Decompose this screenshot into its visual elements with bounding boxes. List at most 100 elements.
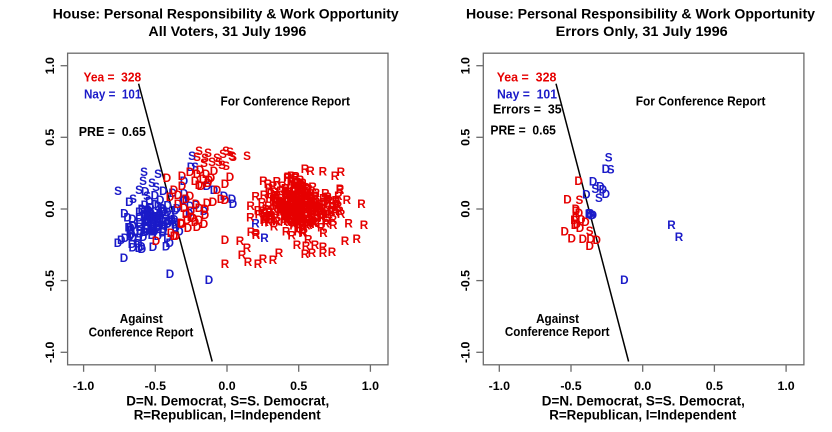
svg-text:R: R: [357, 198, 366, 211]
svg-text:R: R: [288, 193, 297, 206]
svg-text:For Conference Report: For Conference Report: [221, 94, 351, 109]
svg-text:R: R: [298, 184, 307, 197]
svg-text:D: D: [127, 228, 135, 241]
svg-text:R: R: [306, 165, 315, 178]
svg-text:D: D: [154, 216, 162, 229]
svg-text:0.5: 0.5: [459, 129, 473, 146]
svg-text:D: D: [210, 165, 218, 178]
svg-text:R: R: [282, 204, 291, 217]
svg-text:D: D: [125, 196, 133, 209]
svg-text:R: R: [270, 190, 279, 203]
svg-text:D: D: [144, 204, 152, 217]
svg-text:R: R: [296, 174, 305, 187]
svg-text:D: D: [576, 222, 584, 235]
svg-text:D: D: [171, 216, 179, 229]
svg-text:R: R: [298, 206, 307, 219]
svg-text:R: R: [335, 205, 344, 218]
svg-text:R: R: [277, 193, 286, 206]
svg-text:S: S: [188, 150, 196, 163]
svg-text:R: R: [221, 258, 230, 271]
svg-text:R: R: [289, 206, 298, 219]
svg-text:-1.0: -1.0: [43, 342, 57, 363]
svg-text:S: S: [140, 166, 148, 179]
svg-text:R: R: [284, 186, 293, 199]
svg-text:S: S: [226, 146, 234, 159]
svg-text:R: R: [304, 201, 313, 214]
svg-text:D: D: [128, 238, 136, 251]
svg-text:D: D: [179, 195, 187, 208]
svg-text:D: D: [229, 198, 237, 211]
svg-text:R: R: [296, 208, 305, 221]
svg-text:R: R: [260, 216, 269, 229]
svg-text:D: D: [203, 197, 211, 210]
svg-text:D: D: [599, 184, 607, 197]
svg-text:S: S: [605, 152, 613, 165]
svg-text:R: R: [291, 199, 300, 212]
svg-text:R: R: [316, 207, 325, 220]
svg-text:-0.5: -0.5: [560, 379, 581, 393]
svg-text:R: R: [266, 210, 275, 223]
svg-text:D: D: [217, 193, 225, 206]
svg-text:D: D: [163, 200, 171, 213]
svg-text:R: R: [319, 227, 328, 240]
svg-text:R: R: [309, 199, 318, 212]
svg-text:S: S: [195, 145, 203, 158]
svg-text:R: R: [307, 198, 316, 211]
svg-text:R: R: [328, 246, 337, 259]
svg-text:R: R: [296, 204, 305, 217]
svg-text:D: D: [570, 214, 578, 227]
svg-text:R: R: [292, 208, 301, 221]
svg-text:D: D: [178, 170, 186, 183]
svg-text:B: B: [586, 208, 594, 221]
svg-text:R: R: [298, 199, 307, 212]
svg-text:D: D: [180, 194, 188, 207]
svg-text:D: D: [567, 232, 575, 245]
svg-text:D: D: [153, 212, 161, 225]
svg-text:D: D: [159, 223, 167, 236]
svg-text:D: D: [155, 219, 163, 232]
svg-text:R: R: [258, 197, 267, 210]
svg-text:R: R: [299, 213, 308, 226]
svg-text:D: D: [560, 225, 568, 238]
svg-text:D: D: [164, 215, 172, 228]
svg-text:D: D: [120, 207, 128, 220]
svg-text:R: R: [295, 212, 304, 225]
svg-text:D: D: [563, 194, 571, 207]
svg-text:R: R: [262, 211, 271, 224]
svg-text:D: D: [151, 190, 159, 203]
svg-text:R: R: [309, 202, 318, 215]
svg-text:R=Republican, I=Independent: R=Republican, I=Independent: [549, 408, 736, 424]
svg-text:R: R: [294, 213, 303, 226]
svg-text:D: D: [134, 238, 142, 251]
svg-text:R: R: [290, 203, 299, 216]
svg-text:R: R: [317, 205, 326, 218]
svg-text:D: D: [210, 184, 218, 197]
svg-text:R: R: [254, 205, 263, 218]
svg-text:R: R: [284, 209, 293, 222]
svg-text:R: R: [294, 204, 303, 217]
svg-text:R: R: [306, 195, 315, 208]
svg-text:R: R: [328, 200, 337, 213]
svg-text:R: R: [301, 192, 310, 205]
svg-text:R: R: [302, 192, 311, 205]
svg-text:D: D: [195, 214, 203, 227]
svg-text:D: D: [220, 190, 228, 203]
svg-text:D: D: [182, 208, 190, 221]
svg-text:D: D: [135, 206, 143, 219]
svg-text:R: R: [296, 198, 305, 211]
svg-text:R: R: [244, 256, 253, 269]
svg-text:S: S: [208, 156, 216, 169]
svg-text:D: D: [154, 200, 162, 213]
svg-text:D: D: [173, 203, 181, 216]
svg-text:S: S: [154, 168, 162, 181]
svg-text:-0.5: -0.5: [145, 379, 166, 393]
svg-text:D=N. Democrat, S=S. Democrat,: D=N. Democrat, S=S. Democrat,: [542, 393, 745, 409]
svg-text:R: R: [300, 202, 309, 215]
svg-text:R: R: [343, 194, 352, 207]
svg-text:D: D: [585, 240, 593, 253]
svg-text:D: D: [186, 190, 194, 203]
svg-text:D: D: [135, 212, 143, 225]
svg-text:D: D: [192, 198, 200, 211]
svg-text:S: S: [222, 145, 230, 158]
svg-text:R: R: [312, 187, 321, 200]
